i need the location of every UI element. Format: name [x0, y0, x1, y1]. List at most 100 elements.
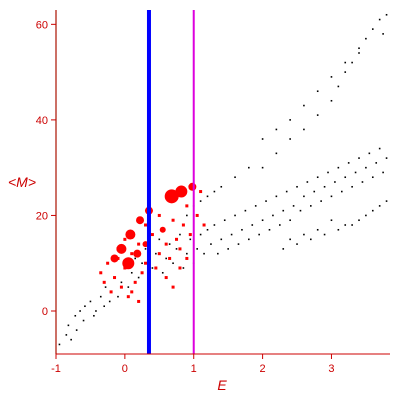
- data-point-black: [351, 224, 353, 226]
- data-point-black: [70, 338, 72, 341]
- data-point-red: [195, 213, 199, 217]
- data-point-black: [261, 138, 264, 140]
- y-tick-label: 0: [42, 306, 48, 318]
- data-point-black: [382, 33, 384, 35]
- data-point-red: [185, 204, 189, 208]
- data-point-black: [354, 171, 357, 174]
- data-point-black: [340, 190, 343, 193]
- data-point-red: [157, 213, 161, 217]
- data-point-black: [316, 176, 319, 179]
- data-point-red-large: [125, 229, 136, 240]
- data-point-black: [303, 104, 305, 107]
- data-point-red: [178, 247, 182, 251]
- data-point-red-large: [116, 243, 127, 254]
- axes-layer: -1 0 1 2 3 0 20 40 60: [36, 10, 390, 375]
- data-point-black: [58, 343, 61, 346]
- data-point-red: [137, 242, 141, 246]
- data-point-black: [108, 300, 111, 303]
- data-point-black: [296, 185, 298, 188]
- data-point-black: [217, 252, 219, 255]
- data-point-black: [161, 271, 164, 274]
- data-point-black: [182, 267, 185, 269]
- data-point-black: [316, 114, 319, 116]
- data-point-black: [385, 157, 388, 159]
- data-point-black: [375, 162, 378, 164]
- data-point-black: [268, 228, 271, 231]
- data-point-black: [289, 219, 291, 222]
- data-point-red-large: [175, 185, 188, 198]
- data-point-black: [358, 157, 360, 159]
- data-point-black: [385, 200, 388, 202]
- data-point-black: [210, 243, 212, 245]
- data-point-red: [109, 290, 113, 294]
- data-point-black: [254, 205, 257, 207]
- data-point-black: [344, 61, 347, 64]
- data-point-black: [361, 181, 364, 183]
- data-point-black: [206, 195, 209, 198]
- data-point-black: [385, 13, 388, 16]
- data-point-black: [358, 52, 360, 54]
- data-point-black: [279, 224, 281, 226]
- data-point-red-large: [133, 249, 142, 258]
- data-point-red: [178, 266, 182, 270]
- data-point-black: [371, 28, 374, 30]
- data-point-black: [134, 257, 136, 260]
- data-point-black: [103, 305, 106, 308]
- data-point-black: [303, 128, 305, 131]
- data-point-red: [130, 252, 134, 256]
- data-point-black: [165, 257, 167, 260]
- data-point-red: [106, 261, 110, 265]
- data-point-black: [144, 248, 147, 250]
- data-point-red: [171, 285, 175, 289]
- data-point-black: [261, 219, 264, 222]
- data-point-black: [282, 248, 285, 250]
- data-point-black: [289, 119, 291, 121]
- data-point-black: [275, 195, 278, 198]
- data-point-black: [365, 214, 367, 217]
- data-point-red: [202, 223, 206, 227]
- data-point-black: [65, 334, 68, 336]
- data-point-black: [99, 295, 102, 298]
- data-point-black: [275, 128, 278, 131]
- data-point-red: [175, 237, 179, 241]
- data-point-red: [126, 295, 130, 299]
- data-point-black: [89, 300, 92, 303]
- data-point-red: [144, 223, 148, 227]
- data-point-black: [289, 138, 291, 140]
- x-axis-label: E: [217, 377, 227, 393]
- data-point-black: [330, 99, 333, 102]
- data-point-black: [303, 195, 305, 198]
- data-point-red: [150, 233, 154, 237]
- data-point-black: [365, 37, 367, 40]
- data-point-red: [113, 276, 117, 280]
- data-point-red-large: [136, 216, 145, 225]
- data-point-red: [133, 280, 137, 284]
- data-point-black: [323, 185, 326, 188]
- data-point-black: [158, 238, 161, 241]
- data-point-black: [292, 205, 295, 207]
- data-point-red: [185, 256, 189, 260]
- data-point-black: [203, 252, 205, 255]
- data-point-black: [244, 209, 247, 212]
- data-point-black: [334, 181, 336, 183]
- data-point-red: [181, 223, 185, 227]
- points-layer: [58, 13, 388, 346]
- data-point-black: [296, 243, 298, 245]
- data-point-black: [285, 190, 288, 193]
- data-point-black: [378, 147, 381, 150]
- data-point-red: [123, 237, 127, 241]
- data-point-red: [130, 290, 134, 294]
- data-point-black: [234, 176, 236, 179]
- data-point-black: [168, 243, 171, 245]
- data-point-black: [289, 238, 291, 241]
- data-point-red: [99, 271, 103, 275]
- data-point-black: [220, 185, 223, 188]
- data-point-black: [368, 152, 371, 155]
- data-point-black: [303, 233, 305, 236]
- data-point-black: [248, 166, 250, 169]
- data-point-black: [186, 252, 188, 255]
- data-point-red: [188, 233, 192, 237]
- x-tick-label: 2: [260, 363, 266, 375]
- vertical-lines-layer: [55, 10, 195, 354]
- data-point-black: [172, 262, 174, 265]
